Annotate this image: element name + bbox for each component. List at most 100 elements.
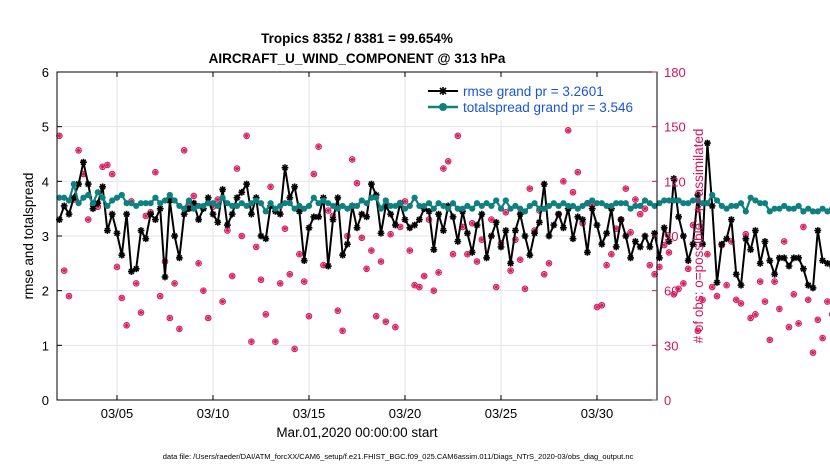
obs-possible-point [646,261,654,269]
totalspread-point [272,205,279,212]
obs-assimilated-point [196,261,201,266]
obs-possible-point [392,323,399,331]
rmse-point [636,243,644,251]
totalspread-point [377,205,385,212]
obs-assimilated-point [570,190,576,195]
totalspread-point [656,200,663,207]
obs-possible-point [598,301,606,309]
totalspread-point [411,194,418,201]
totalspread-point [325,200,332,207]
totalspread-point [166,191,173,199]
obs-assimilated-point [369,248,374,253]
rmse-point [209,210,217,218]
rmse-point [545,232,553,240]
x-axis-ticks: 03/05 03/10 03/15 03/20 03/25 03/30 [101,72,613,421]
obs-possible-point [723,281,730,289]
obs-possible-point [492,283,500,291]
data-file-footer: data file: /Users/raeder/DAI/ATM_forcXX/… [163,452,634,461]
obs-possible-point [732,296,740,304]
obs-assimilated-point [311,171,316,177]
rmse-point [243,180,250,188]
obs-assimilated-point [158,293,163,299]
totalspread-point [421,202,428,210]
obs-assimilated-point [302,279,307,284]
obs-assimilated-point [758,279,763,284]
x-axis-label: Mar.01,2020 00:00:00 start [276,425,438,440]
totalspread-point [584,200,591,207]
totalspread-point [819,205,826,212]
obs-assimilated-point [220,299,225,304]
obs-assimilated-point [340,328,345,333]
rmse-point [99,183,106,191]
totalspread-point [94,189,101,196]
totalspread-point [742,208,749,215]
obs-assimilated-point [753,312,758,317]
obs-possible-point [795,320,802,327]
rmse-point [286,194,294,202]
obs-possible-point [800,223,807,231]
obs-possible-point [828,311,830,317]
obs-assimilated-point [546,261,552,266]
totalspread-point [373,194,380,201]
obs-possible-point [430,287,438,294]
totalspread-point [133,202,140,210]
rmse-point [531,229,538,237]
obs-assimilated-point [441,166,446,171]
obs-possible-point [113,263,121,271]
obs-possible-point [180,147,188,154]
chart-title-line1: Tropics 8352 / 8381 = 99.654% [261,31,453,46]
rmse-point [540,180,548,188]
rmse-point [104,227,111,234]
obs-possible-point [118,294,126,302]
totalspread-point [445,205,452,212]
totalspread-point [579,202,586,210]
totalspread-point [320,197,327,204]
obs-possible-point [790,291,798,298]
totalspread-point [550,200,557,207]
totalspread-point [401,205,409,212]
y-tick-label: 2 [42,284,49,299]
rmse-point [708,202,716,210]
obs-possible-point [310,170,318,178]
rmse-point [281,164,289,172]
rmse-point [780,254,788,262]
rmse-point [756,259,764,267]
totalspread-point [689,197,697,204]
rmse-point [617,216,625,223]
obs-possible-point [752,311,759,318]
totalspread-point [545,202,553,210]
totalspread-point [459,205,466,212]
y-tick-label: 4 [42,174,49,189]
rmse-point [593,221,601,229]
obs-possible-point [540,270,548,278]
totalspread-point [181,205,188,212]
obs-assimilated-point [278,281,283,286]
rmse-point [128,268,135,275]
obs-possible-point [507,267,514,274]
obs-assimilated-point [206,315,211,321]
obs-assimilated-point [62,268,67,273]
rmse-point [262,235,270,243]
rmse-point [137,227,145,234]
rmse-point [339,251,346,259]
rmse-point [512,227,519,234]
totalspread-point [109,197,116,204]
obs-assimilated-point [182,148,187,153]
obs-assimilated-point [359,235,364,241]
obs-assimilated-point [825,299,830,304]
obs-assimilated-point [508,268,513,273]
x-tick-label: 03/20 [389,406,422,421]
totalspread-point [286,200,293,207]
obs-assimilated-point [234,166,240,171]
totalspread-point [99,194,106,201]
rmse-point [156,205,164,213]
x-tick-label: 03/10 [197,406,230,421]
totalspread-point [397,200,404,207]
rmse-point [377,229,385,237]
totalspread-point [613,200,620,207]
rmse-point [454,238,462,245]
rmse-point [473,221,481,229]
obs-possible-point [60,267,68,274]
rmse-point [204,194,212,202]
